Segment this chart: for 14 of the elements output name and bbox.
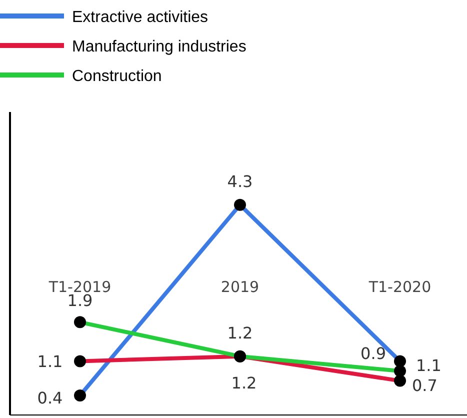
data-label: 0.7 xyxy=(412,376,438,395)
data-label: 0.4 xyxy=(37,388,63,408)
legend-label: Manufacturing industries xyxy=(72,38,246,56)
legend-label: Extractive activities xyxy=(72,9,208,26)
x-tick-label: T1-2020 xyxy=(368,278,432,296)
data-label: 0.9 xyxy=(360,344,386,364)
data-label: 1.1 xyxy=(416,356,442,376)
data-label: 4.3 xyxy=(227,172,253,191)
data-label: 1.2 xyxy=(231,373,257,392)
data-label: 1.9 xyxy=(67,291,93,310)
data-label: 1.2 xyxy=(227,323,253,342)
legend-label: Construction xyxy=(72,68,162,85)
x-tick-label: 2019 xyxy=(220,278,260,296)
data-label: 1.1 xyxy=(37,352,63,372)
